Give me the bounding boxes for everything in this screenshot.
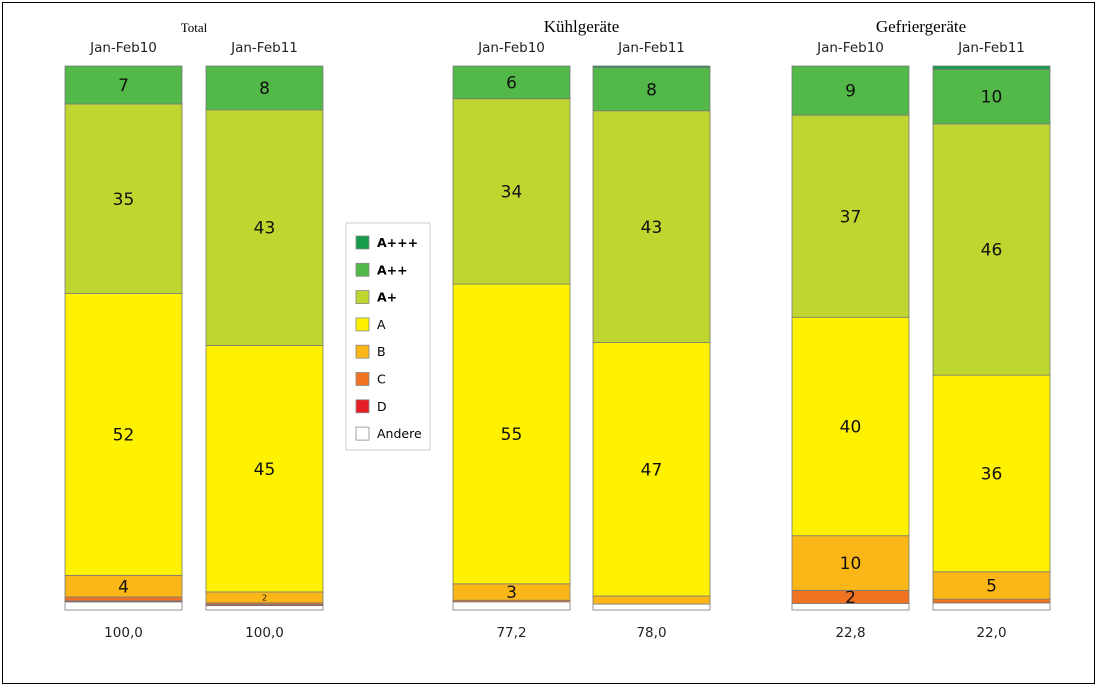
- data-label: 4: [118, 577, 129, 597]
- period-label: Jan-Feb10: [816, 40, 884, 56]
- legend-label: A++: [377, 262, 408, 277]
- legend-label: C: [377, 372, 386, 387]
- legend-swatch-a: [355, 317, 370, 332]
- bar-segment-app: [452, 65, 571, 100]
- bar-segment-a: [452, 283, 571, 585]
- data-label: 10: [840, 554, 862, 574]
- total-label: 78,0: [636, 625, 666, 641]
- bar-segment-ap: [932, 123, 1051, 376]
- data-label: 10: [981, 88, 1003, 108]
- data-label: 43: [641, 218, 663, 238]
- group-title-1: Kühlgeräte: [544, 17, 620, 36]
- legend-label: A+: [377, 290, 397, 305]
- bar-segment-ap: [592, 110, 711, 343]
- bar-segment-b: [791, 535, 910, 591]
- data-label: 52: [113, 426, 135, 446]
- bar-segment-c: [64, 596, 183, 602]
- period-label: Jan-Feb10: [477, 40, 545, 56]
- legend-swatch-appp: [355, 235, 370, 250]
- data-label: 37: [840, 207, 862, 227]
- bar-segment-ap: [452, 98, 571, 285]
- period-label: Jan-Feb11: [617, 40, 685, 56]
- data-label: 47: [641, 460, 663, 480]
- legend-label: B: [377, 344, 386, 359]
- bar-segment-app: [64, 65, 183, 105]
- total-label: 22,0: [976, 625, 1006, 641]
- legend-swatch-c: [355, 372, 370, 386]
- bar-segment-a: [205, 344, 324, 593]
- bar-segment-b: [932, 571, 1051, 600]
- period-label: Jan-Feb11: [957, 40, 1025, 56]
- total-label: 77,2: [496, 625, 526, 641]
- data-label: 40: [840, 418, 862, 438]
- period-label: Jan-Feb11: [230, 40, 298, 56]
- data-label: 8: [259, 79, 270, 99]
- bar-segment-ap: [791, 114, 910, 318]
- bar-segment-ap: [205, 109, 324, 346]
- legend-swatch-app: [355, 262, 370, 277]
- bar-segment-appp: [932, 65, 1051, 70]
- data-label: 3: [506, 583, 517, 603]
- data-label: 6: [506, 73, 517, 93]
- group-title-0: Total: [181, 20, 208, 35]
- legend-swatch-b: [355, 344, 370, 359]
- data-label: 8: [646, 80, 657, 100]
- legend-swatch-ap: [355, 290, 370, 305]
- bar-segment-andere: [205, 605, 324, 611]
- bar-segment-andere: [64, 601, 183, 611]
- legend-box: [345, 222, 431, 451]
- bar-segment-a: [932, 374, 1051, 573]
- legend-label: Andere: [377, 426, 422, 441]
- group-title-2: Gefriergeräte: [876, 17, 966, 36]
- bar-segment-app: [205, 65, 324, 111]
- data-label: 46: [981, 241, 1003, 261]
- bar-segment-b: [592, 595, 711, 605]
- bar-segment-a: [64, 293, 183, 576]
- data-label: 43: [254, 219, 276, 239]
- data-label: 36: [981, 465, 1003, 485]
- data-label: 7: [118, 76, 129, 96]
- data-label: 35: [113, 190, 135, 210]
- data-label: 45: [254, 460, 276, 480]
- bar-segment-andere: [592, 603, 711, 611]
- data-label: 2: [262, 593, 267, 602]
- data-label: 2: [845, 588, 856, 608]
- total-label: 100,0: [245, 625, 284, 641]
- bar-segment-app: [791, 65, 910, 116]
- total-label: 100,0: [104, 625, 143, 641]
- bar-segment-a: [791, 316, 910, 537]
- legend-swatch-d: [355, 399, 370, 414]
- period-label: Jan-Feb10: [89, 40, 157, 56]
- bar-segment-andere: [932, 602, 1051, 611]
- legend-swatch-andere: [355, 426, 370, 441]
- legend-label: D: [377, 399, 387, 414]
- bar-segment-app: [592, 67, 711, 112]
- data-label: 9: [845, 82, 856, 102]
- data-label: 5: [986, 577, 997, 597]
- bar-segment-c: [932, 598, 1051, 604]
- total-label: 22,8: [835, 625, 865, 641]
- bar-segment-app: [932, 68, 1051, 125]
- bar-segment-ap: [64, 103, 183, 294]
- data-label: 55: [501, 425, 523, 445]
- legend-label: A+++: [377, 235, 418, 250]
- bar-segment-appp: [592, 65, 711, 69]
- legend-label: A: [377, 317, 386, 332]
- data-label: 34: [501, 182, 523, 202]
